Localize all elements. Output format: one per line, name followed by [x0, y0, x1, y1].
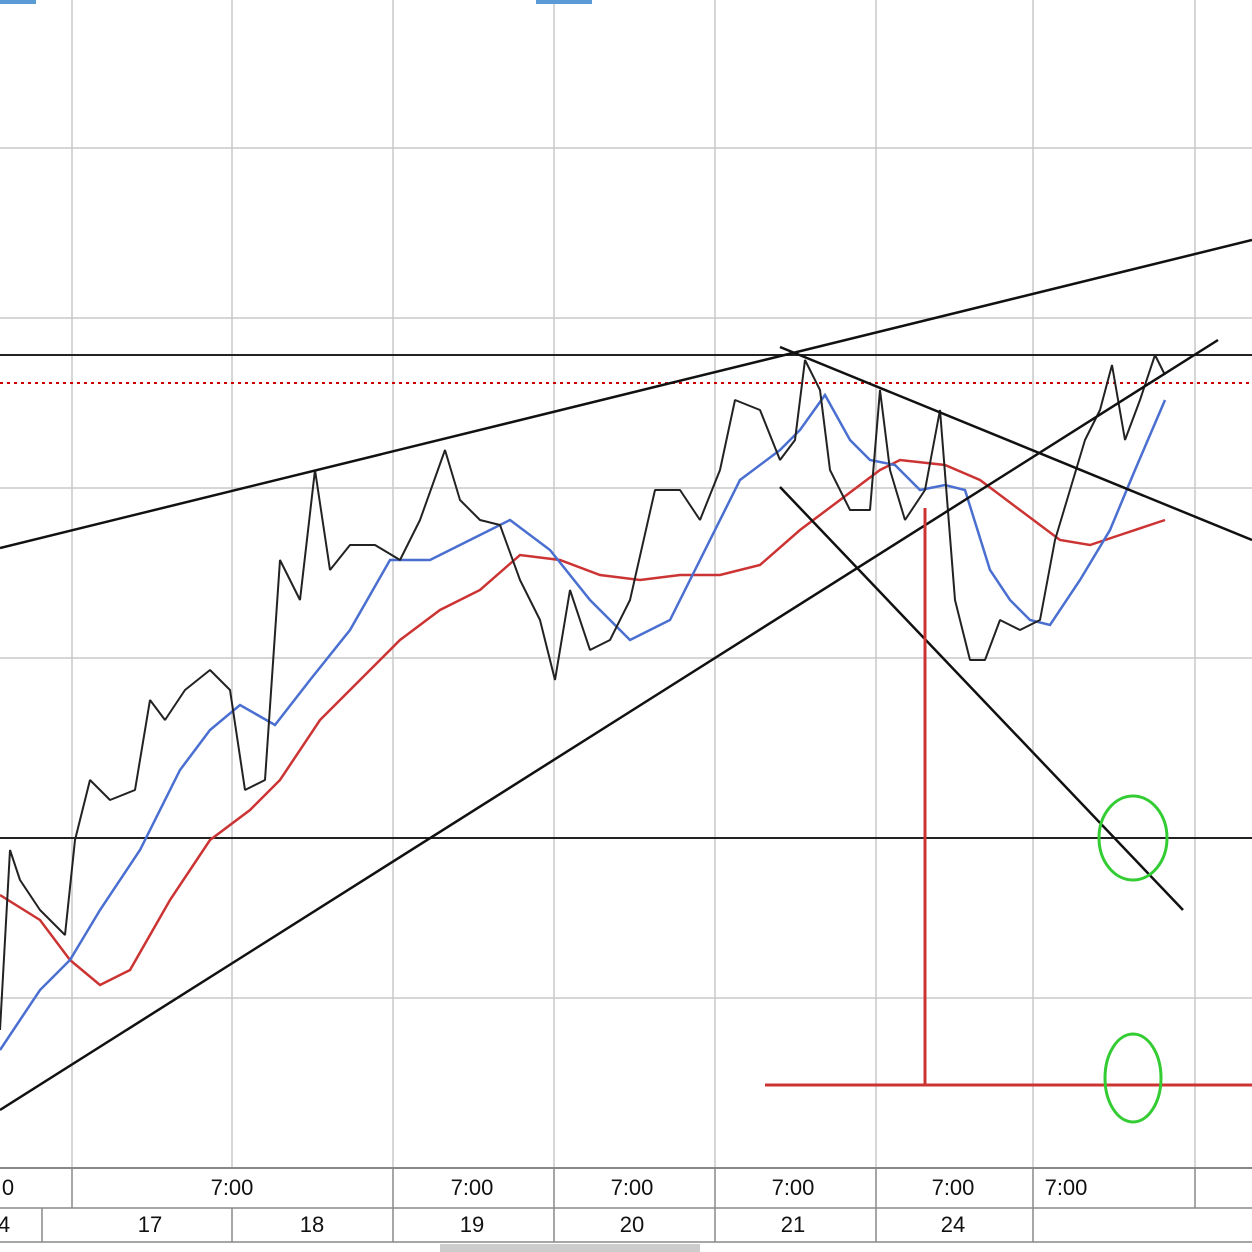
trend-lines — [0, 238, 1252, 1112]
target-circle — [1103, 1032, 1163, 1124]
scrollbar — [440, 1244, 700, 1252]
fast-moving-average — [0, 392, 1167, 1051]
trend-line — [779, 486, 1184, 911]
trend-line — [0, 338, 1219, 1112]
time-axis — [0, 1167, 1252, 1252]
time-label: 0 — [2, 1175, 14, 1200]
date-label: 21 — [781, 1212, 805, 1237]
trend-line — [779, 345, 1252, 542]
price-bars — [0, 354, 1166, 1031]
tab-marker — [0, 0, 36, 4]
date-label: 18 — [300, 1212, 324, 1237]
slow-moving-average — [0, 458, 1166, 987]
date-label: 19 — [460, 1212, 484, 1237]
target-circle — [1097, 794, 1169, 882]
trend-line — [0, 238, 1252, 550]
time-label: 7:00 — [772, 1175, 815, 1200]
time-label: 7:00 — [451, 1175, 494, 1200]
date-label: 17 — [138, 1212, 162, 1237]
time-label: 7:00 — [932, 1175, 975, 1200]
date-label: 4 — [0, 1212, 10, 1237]
time-label: 7:00 — [611, 1175, 654, 1200]
time-label: 7:00 — [211, 1175, 254, 1200]
tab-marker — [536, 0, 592, 4]
grid — [0, 0, 1252, 1168]
date-label: 24 — [941, 1212, 965, 1237]
date-label: 20 — [620, 1212, 644, 1237]
time-label: 7:00 — [1045, 1175, 1088, 1200]
